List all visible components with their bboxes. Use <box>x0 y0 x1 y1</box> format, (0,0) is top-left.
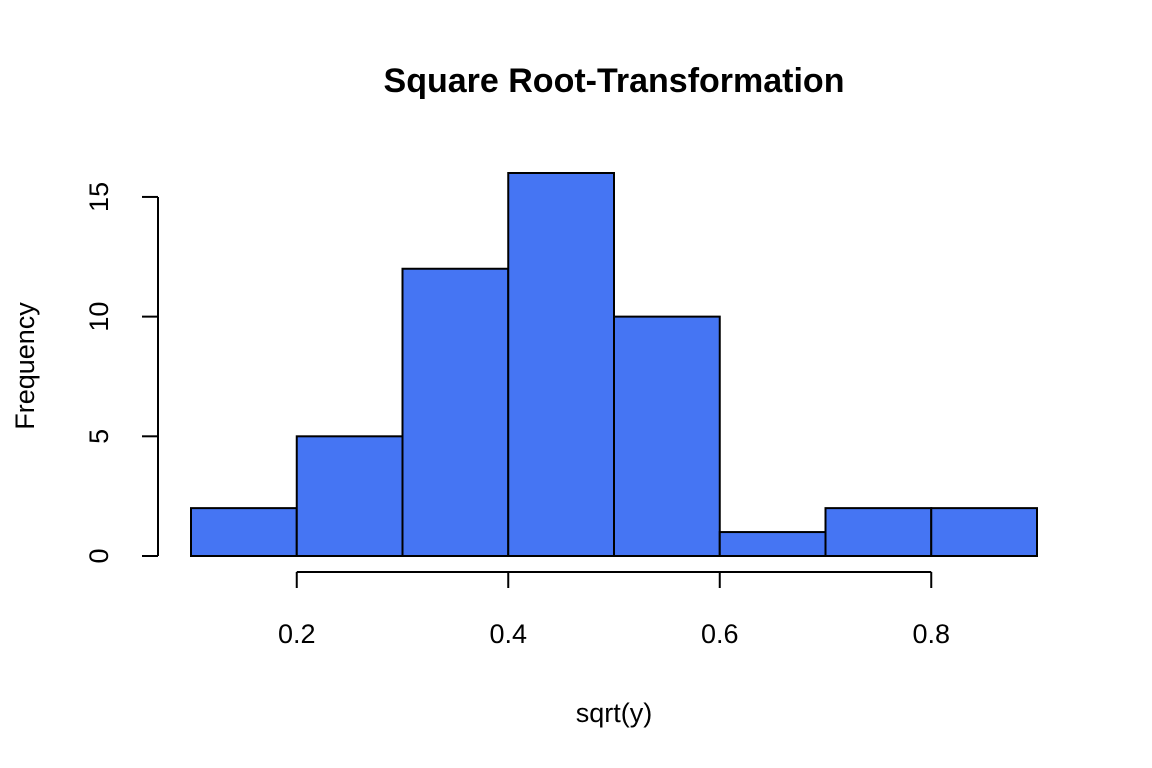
histogram-bar <box>824 507 933 557</box>
y-axis: 0 5 10 15 <box>84 182 159 564</box>
histogram-bar <box>190 507 298 557</box>
histogram-bars <box>190 172 1038 557</box>
y-axis-label: Frequency <box>10 302 40 430</box>
histogram-bar <box>401 267 510 557</box>
histogram-bar <box>718 531 827 557</box>
histogram-bar <box>930 507 1038 557</box>
histogram-bar <box>507 172 615 557</box>
y-tick-label: 10 <box>84 302 114 332</box>
y-tick-label: 15 <box>84 182 114 212</box>
chart-title: Square Root-Transformation <box>384 62 845 100</box>
x-axis-label: sqrt(y) <box>576 698 653 728</box>
histogram-bar <box>613 315 721 557</box>
histogram-bar <box>295 435 404 557</box>
y-tick-label: 5 <box>84 429 114 444</box>
x-tick-label: 0.2 <box>278 619 316 649</box>
x-tick-label: 0.4 <box>489 619 527 649</box>
x-tick-label: 0.8 <box>912 619 950 649</box>
y-tick-label: 0 <box>84 548 114 563</box>
x-tick-label: 0.6 <box>701 619 739 649</box>
x-axis: 0.2 0.4 0.6 0.8 <box>278 571 950 649</box>
